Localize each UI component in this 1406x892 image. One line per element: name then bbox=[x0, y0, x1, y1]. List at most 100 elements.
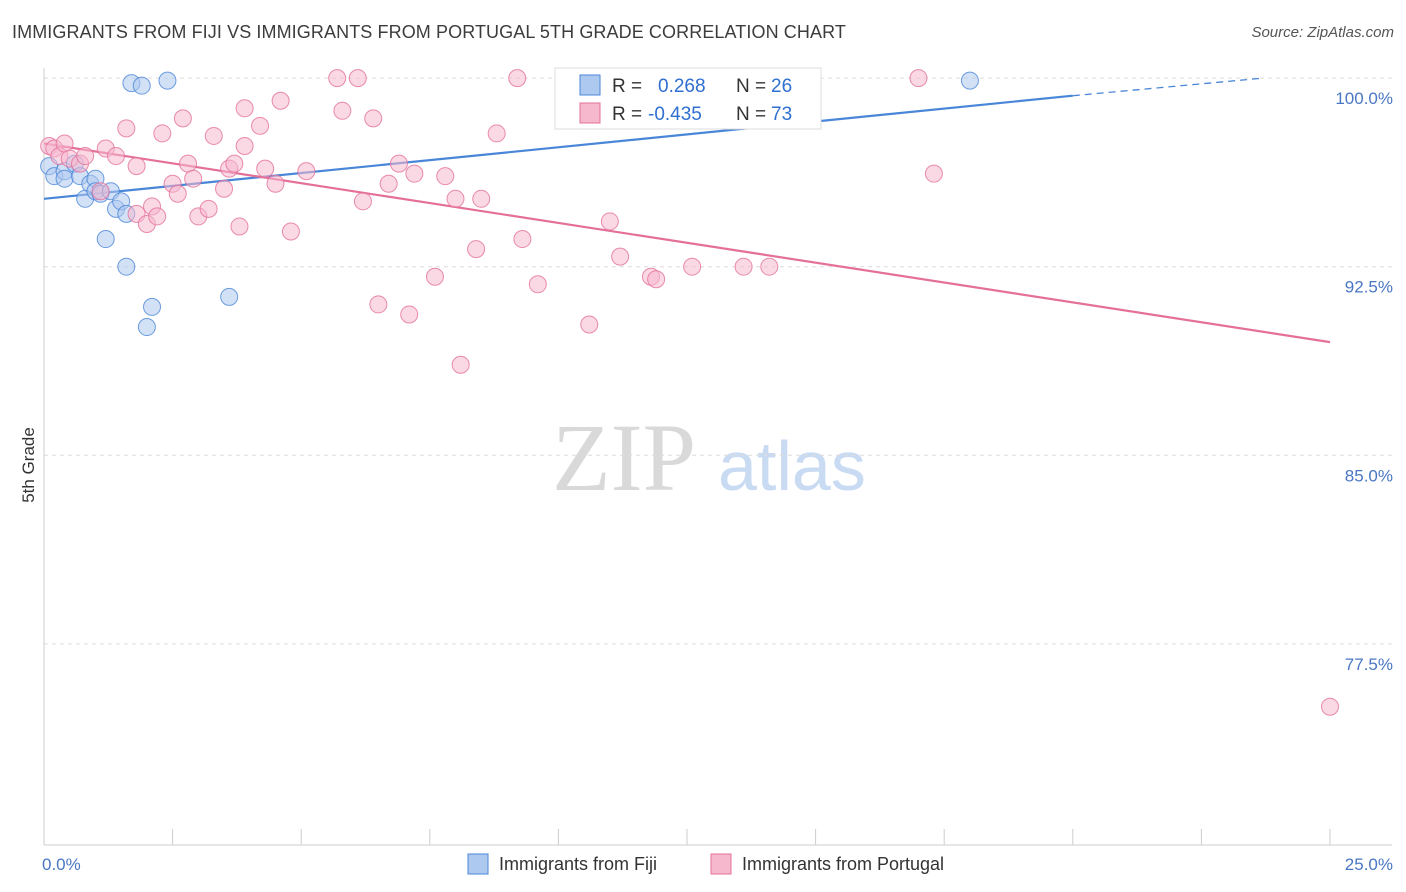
trend-lines bbox=[43, 77, 1331, 344]
portugal-point bbox=[281, 222, 300, 241]
stats-swatch-fiji bbox=[579, 74, 601, 96]
watermark: ZIP atlas bbox=[552, 404, 866, 511]
chart-title: IMMIGRANTS FROM FIJI VS IMMIGRANTS FROM … bbox=[12, 22, 846, 42]
data-points bbox=[40, 69, 1339, 716]
portugal-point bbox=[683, 257, 702, 276]
portugal-point bbox=[513, 230, 532, 249]
x-tick-label-1: 25.0% bbox=[1345, 855, 1393, 874]
fiji-point bbox=[158, 71, 177, 90]
stats-swatch-portugal bbox=[579, 102, 601, 124]
x-tick-label-0: 0.0% bbox=[42, 855, 81, 874]
portugal-point bbox=[230, 217, 249, 236]
fiji-point bbox=[960, 71, 979, 90]
legend-label-fiji: Immigrants from Fiji bbox=[499, 854, 657, 874]
legend-label-portugal: Immigrants from Portugal bbox=[742, 854, 944, 874]
legend-swatch-fiji bbox=[467, 853, 489, 875]
y-tick-label-2: 85.0% bbox=[1345, 466, 1393, 485]
stats-r-value-portugal: -0.435 bbox=[648, 104, 702, 125]
portugal-point bbox=[487, 124, 506, 143]
grid bbox=[44, 77, 1392, 645]
stats-r-value-fiji: 0.268 bbox=[658, 76, 706, 97]
fiji-point bbox=[96, 230, 115, 249]
stats-r-label-portugal: R = bbox=[612, 104, 642, 125]
portugal-point bbox=[508, 69, 527, 88]
bottom-legend: Immigrants from Fiji Immigrants from Por… bbox=[467, 853, 944, 875]
y-tick-label-0: 100.0% bbox=[1335, 89, 1393, 108]
portugal-point bbox=[924, 164, 943, 183]
portugal-point bbox=[446, 189, 465, 208]
portugal-point bbox=[436, 167, 455, 186]
fiji-point bbox=[117, 257, 136, 276]
y-tick-label-1: 92.5% bbox=[1345, 278, 1393, 297]
stats-n-value-portugal: 73 bbox=[771, 104, 792, 125]
portugal-point bbox=[256, 159, 275, 178]
portugal-point bbox=[76, 147, 95, 166]
y-axis-title: 5th Grade bbox=[19, 427, 38, 503]
axes: 100.0% 92.5% 85.0% 77.5% 0.0% 25.0% bbox=[42, 68, 1393, 874]
portugal-point bbox=[107, 147, 126, 166]
fiji-point bbox=[55, 169, 74, 188]
watermark-atlas: atlas bbox=[718, 427, 866, 505]
portugal-point bbox=[179, 154, 198, 173]
portugal-point bbox=[215, 179, 234, 198]
portugal-point bbox=[328, 69, 347, 88]
portugal-point bbox=[600, 212, 619, 231]
stats-n-label-portugal: N = bbox=[736, 104, 766, 125]
portugal-point bbox=[173, 109, 192, 128]
portugal-point bbox=[611, 247, 630, 266]
portugal-point bbox=[127, 157, 146, 176]
fiji-trend-line bbox=[43, 94, 1073, 200]
portugal-point bbox=[271, 91, 290, 110]
legend-swatch-portugal bbox=[710, 853, 732, 875]
portugal-point bbox=[467, 240, 486, 259]
stats-legend: R = 0.268 N = 26 R = -0.435 N = 73 bbox=[554, 67, 822, 130]
portugal-point bbox=[225, 154, 244, 173]
portugal-point bbox=[909, 69, 928, 88]
portugal-point bbox=[235, 137, 254, 156]
portugal-point bbox=[760, 257, 779, 276]
portugal-point bbox=[251, 116, 270, 135]
fiji-point bbox=[220, 287, 239, 306]
portugal-point bbox=[297, 162, 316, 181]
portugal-point bbox=[451, 355, 470, 374]
portugal-point bbox=[153, 124, 172, 143]
portugal-point bbox=[204, 126, 223, 145]
portugal-point bbox=[266, 174, 285, 193]
portugal-point bbox=[353, 192, 372, 211]
portugal-point bbox=[472, 189, 491, 208]
fiji-point bbox=[132, 76, 151, 95]
portugal-point bbox=[117, 119, 136, 138]
portugal-point bbox=[168, 184, 187, 203]
portugal-point bbox=[55, 134, 74, 153]
portugal-point bbox=[580, 315, 599, 334]
portugal-point bbox=[400, 305, 419, 324]
portugal-point bbox=[389, 154, 408, 173]
portugal-trend-line bbox=[43, 142, 1331, 344]
portugal-point bbox=[647, 270, 666, 289]
portugal-point bbox=[369, 295, 388, 314]
portugal-point bbox=[184, 169, 203, 188]
portugal-point bbox=[528, 275, 547, 294]
portugal-point bbox=[235, 99, 254, 118]
portugal-point bbox=[405, 164, 424, 183]
portugal-point bbox=[1321, 697, 1339, 716]
fiji-point bbox=[137, 318, 156, 337]
stats-r-label-fiji: R = bbox=[612, 76, 642, 97]
source-label: Source: ZipAtlas.com bbox=[1251, 24, 1394, 41]
portugal-point bbox=[148, 207, 167, 226]
portugal-point bbox=[199, 199, 218, 218]
portugal-point bbox=[734, 257, 753, 276]
fiji-point bbox=[143, 297, 162, 316]
portugal-point bbox=[425, 267, 444, 286]
portugal-point bbox=[379, 174, 398, 193]
portugal-point bbox=[364, 109, 383, 128]
portugal-point bbox=[348, 69, 367, 88]
stats-n-value-fiji: 26 bbox=[771, 76, 792, 97]
portugal-point bbox=[91, 182, 110, 201]
portugal-point bbox=[333, 101, 352, 120]
y-tick-label-3: 77.5% bbox=[1345, 655, 1393, 674]
watermark-zip: ZIP bbox=[552, 404, 696, 511]
fiji-trend-extension bbox=[1072, 77, 1264, 97]
stats-n-label-fiji: N = bbox=[736, 76, 766, 97]
